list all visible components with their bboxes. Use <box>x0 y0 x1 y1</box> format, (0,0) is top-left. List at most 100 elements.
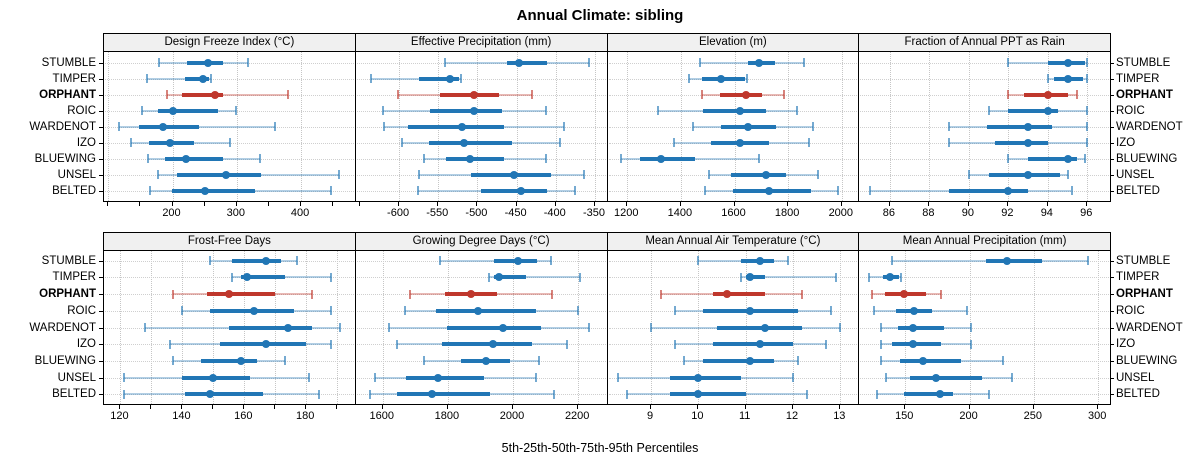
x-tick <box>212 405 214 409</box>
iqr-bar <box>1008 108 1058 113</box>
median-dot <box>489 340 498 349</box>
whisker-cap-right <box>531 90 534 99</box>
x-tick <box>697 405 699 409</box>
median-dot <box>656 154 665 163</box>
whisker-cap-left <box>870 289 873 299</box>
row-guide <box>860 78 1109 80</box>
x-tick <box>398 202 400 206</box>
row-guide <box>105 158 354 160</box>
whisker-cap-left <box>418 170 421 179</box>
x-tick-label: 150 <box>895 410 914 422</box>
row-guide <box>105 62 354 64</box>
whisker-cap-right <box>295 256 298 266</box>
whisker-cap-left <box>697 256 700 266</box>
iqr-bar <box>231 258 282 263</box>
whisker-cap-left <box>209 256 212 266</box>
x-axis-label: 5th-25th-50th-75th-95th Percentiles <box>501 441 699 455</box>
whisker-cap-right <box>587 58 590 67</box>
median-dot <box>428 390 437 399</box>
row-guide <box>608 260 858 262</box>
panel-title: Design Freeze Index (°C) <box>164 36 295 48</box>
site-label-left: ROIC <box>67 304 96 317</box>
site-label-right: WARDENOT <box>1116 120 1183 133</box>
whisker-cap-right <box>566 339 569 349</box>
x-tick <box>332 202 334 206</box>
x-tick <box>267 202 269 206</box>
median-dot <box>182 154 190 163</box>
whisker-cap-left <box>122 389 125 399</box>
panel-title: Growing Degree Days (°C) <box>412 235 550 247</box>
median-dot <box>434 373 443 382</box>
median-dot <box>762 170 771 179</box>
y-tick <box>99 394 103 396</box>
iqr-bar <box>407 124 505 129</box>
whisker-cap-left <box>487 272 490 282</box>
median-dot <box>203 58 212 67</box>
median-dot <box>760 323 769 332</box>
whisker-cap-left <box>117 122 120 131</box>
x-tick-label: 200 <box>959 410 978 422</box>
row-guide <box>860 294 1109 296</box>
iqr-bar <box>900 358 961 363</box>
median-dot <box>1004 186 1013 195</box>
iqr-bar <box>182 92 223 97</box>
whisker-cap-left <box>383 122 386 131</box>
whisker-cap-right <box>806 389 809 399</box>
whisker-cap-right <box>538 356 541 366</box>
median-dot <box>736 138 745 147</box>
x-tick-label: 86 <box>882 207 895 219</box>
x-tick-label: 180 <box>296 410 315 422</box>
whisker-cap-right <box>1084 154 1087 163</box>
site-label-left: STUMBLE <box>41 254 96 267</box>
whisker-cap-right <box>837 186 840 195</box>
median-dot <box>746 306 755 315</box>
iqr-bar <box>241 275 285 280</box>
site-label-right: STUMBLE <box>1116 254 1171 267</box>
x-tick <box>381 405 383 409</box>
site-label-left: ORPHANT <box>39 288 96 301</box>
x-tick <box>1007 202 1009 206</box>
y-tick <box>99 78 103 80</box>
site-label-right: IZO <box>1116 338 1136 351</box>
whisker-cap-left <box>423 356 426 366</box>
whisker-cap-right <box>969 323 972 332</box>
row-guide <box>860 62 1109 64</box>
x-tick <box>626 202 628 206</box>
iqr-bar <box>910 375 983 380</box>
panel-title: Mean Annual Precipitation (mm) <box>902 235 1067 247</box>
range-line <box>166 93 289 96</box>
whisker-cap-right <box>834 272 837 282</box>
whisker-cap-left <box>368 389 371 399</box>
y-tick <box>99 190 103 192</box>
median-dot <box>1024 170 1033 179</box>
iqr-bar <box>702 108 767 113</box>
panel-plot <box>354 51 608 202</box>
y-tick <box>1110 62 1114 64</box>
x-tick-label: 140 <box>172 410 191 422</box>
x-tick <box>840 202 842 206</box>
y-tick <box>1110 78 1114 80</box>
site-label-left: TIMPER <box>52 271 96 284</box>
whisker-cap-left <box>374 373 377 383</box>
site-label-right: STUMBLE <box>1116 56 1171 69</box>
x-tick <box>203 202 205 206</box>
panel-title: Effective Precipitation (mm) <box>410 36 552 48</box>
whisker-cap-right <box>940 289 943 299</box>
whisker-cap-left <box>673 306 676 316</box>
x-tick-label: 120 <box>110 410 129 422</box>
whisker-cap-right <box>808 138 811 147</box>
median-dot <box>481 356 490 365</box>
iqr-bar <box>419 76 459 81</box>
site-label-right: TIMPER <box>1116 72 1160 85</box>
median-dot <box>746 273 755 282</box>
iqr-bar <box>986 124 1052 129</box>
whisker-cap-right <box>308 373 311 383</box>
y-tick <box>99 344 103 346</box>
median-dot <box>722 290 731 299</box>
whisker-cap-right <box>459 74 462 83</box>
site-label-left: BLUEWING <box>34 354 96 367</box>
panel-plot <box>103 51 356 202</box>
y-tick <box>99 260 103 262</box>
panel-plot <box>103 250 356 405</box>
whisker-cap-right <box>283 356 286 366</box>
